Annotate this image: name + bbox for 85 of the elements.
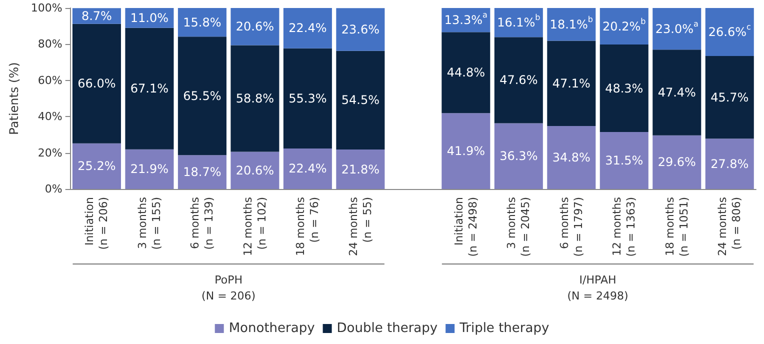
bar bbox=[705, 56, 754, 139]
text: I/HPAH (N = 2498) bbox=[567, 274, 628, 302]
bar bbox=[336, 8, 385, 51]
bar bbox=[442, 32, 490, 114]
data-label: 8.7% bbox=[81, 9, 112, 24]
data-label: 21.8% bbox=[341, 162, 380, 176]
text: PoPH (N = 206) bbox=[202, 274, 256, 302]
legend-label: Double therapy bbox=[336, 321, 438, 336]
data-label: 41.9% bbox=[446, 144, 485, 158]
x-tick-label: 3 months (n = 2045) bbox=[505, 196, 532, 257]
data-label: 54.5% bbox=[341, 93, 380, 108]
x-tick-label: Initiation (n = 2498) bbox=[452, 196, 480, 257]
bar bbox=[178, 36, 226, 156]
x-tick-label: 6 months (n = 1797) bbox=[558, 196, 585, 257]
x-tick-label: 3 months (n = 155) bbox=[136, 196, 163, 250]
data-label: 47.4% bbox=[658, 86, 696, 100]
bar bbox=[547, 8, 596, 41]
bar bbox=[125, 28, 174, 150]
y-tick-label: 20% bbox=[38, 146, 62, 160]
y-axis-title: Patients (%) bbox=[7, 62, 21, 135]
bar bbox=[652, 135, 702, 189]
data-label: 36.3% bbox=[500, 149, 538, 164]
data-label: 45.7% bbox=[710, 90, 749, 104]
y-tick-label: 0% bbox=[44, 182, 62, 196]
data-label: 55.3% bbox=[288, 91, 327, 106]
x-tick-label: 6 months (n = 139) bbox=[188, 196, 216, 250]
bar bbox=[125, 149, 174, 189]
data-label: 31.5% bbox=[605, 153, 644, 168]
bar bbox=[336, 50, 385, 150]
data-label: 18.7% bbox=[183, 165, 222, 180]
bar bbox=[178, 155, 226, 189]
data-label: 47.6% bbox=[500, 73, 538, 88]
bar bbox=[230, 8, 280, 46]
bar bbox=[230, 45, 280, 152]
data-label: 23.6% bbox=[341, 22, 380, 37]
x-tick-label: 24 months (n = 55) bbox=[346, 196, 374, 256]
x-tick-label: 12 months (n = 1363) bbox=[610, 196, 638, 257]
data-label: 27.8% bbox=[710, 156, 749, 171]
data-label: 67.1% bbox=[130, 82, 169, 96]
bar bbox=[336, 150, 385, 189]
bar bbox=[72, 24, 121, 144]
bar bbox=[72, 143, 121, 189]
bar bbox=[547, 40, 596, 126]
bar bbox=[494, 37, 543, 124]
bar bbox=[283, 148, 332, 189]
x-tick-label: 18 months (n = 76) bbox=[294, 196, 322, 256]
bar bbox=[442, 113, 490, 189]
bar bbox=[600, 44, 648, 132]
data-label: 25.2% bbox=[78, 159, 116, 174]
data-label: 58.8% bbox=[236, 92, 274, 106]
legend-label: Triple therapy bbox=[458, 321, 550, 336]
data-label: 20.6% bbox=[236, 163, 274, 178]
data-label: 66.0% bbox=[78, 76, 116, 91]
data-label: 44.8% bbox=[446, 66, 485, 80]
bar bbox=[283, 8, 332, 48]
bar bbox=[283, 48, 332, 148]
bar bbox=[547, 126, 596, 189]
y-tick-label: 60% bbox=[38, 74, 62, 87]
data-label: 48.3% bbox=[605, 81, 644, 96]
x-tick-label: 24 months (n = 806) bbox=[716, 196, 744, 256]
data-label: 34.8% bbox=[552, 150, 590, 165]
bar bbox=[652, 50, 702, 136]
bar bbox=[705, 8, 754, 56]
bar bbox=[652, 8, 702, 50]
x-tick-label: 12 months (n = 102) bbox=[241, 196, 268, 256]
bar bbox=[600, 8, 648, 45]
x-tick-label: Initiation (n = 206) bbox=[83, 196, 110, 250]
bar bbox=[230, 152, 280, 189]
data-label: 22.4% bbox=[288, 162, 327, 176]
data-label: 20.6% bbox=[236, 20, 274, 34]
data-label: 21.9% bbox=[130, 162, 169, 176]
data-label: 65.5% bbox=[183, 88, 222, 103]
data-label: 15.8% bbox=[183, 15, 222, 30]
y-tick-label: 100% bbox=[30, 2, 62, 14]
legend-label: Monotherapy bbox=[228, 321, 316, 336]
y-tick-label: 80% bbox=[38, 38, 62, 51]
bar bbox=[600, 132, 648, 189]
bar bbox=[494, 123, 543, 189]
data-label: 22.4% bbox=[288, 21, 327, 36]
x-tick-label: 18 months (n = 1051) bbox=[663, 196, 690, 257]
bar bbox=[705, 138, 754, 189]
data-label: 47.1% bbox=[552, 76, 590, 90]
data-label: 11.0% bbox=[130, 10, 169, 25]
data-label: 29.6% bbox=[658, 155, 696, 170]
y-tick-label: 40% bbox=[38, 110, 62, 124]
